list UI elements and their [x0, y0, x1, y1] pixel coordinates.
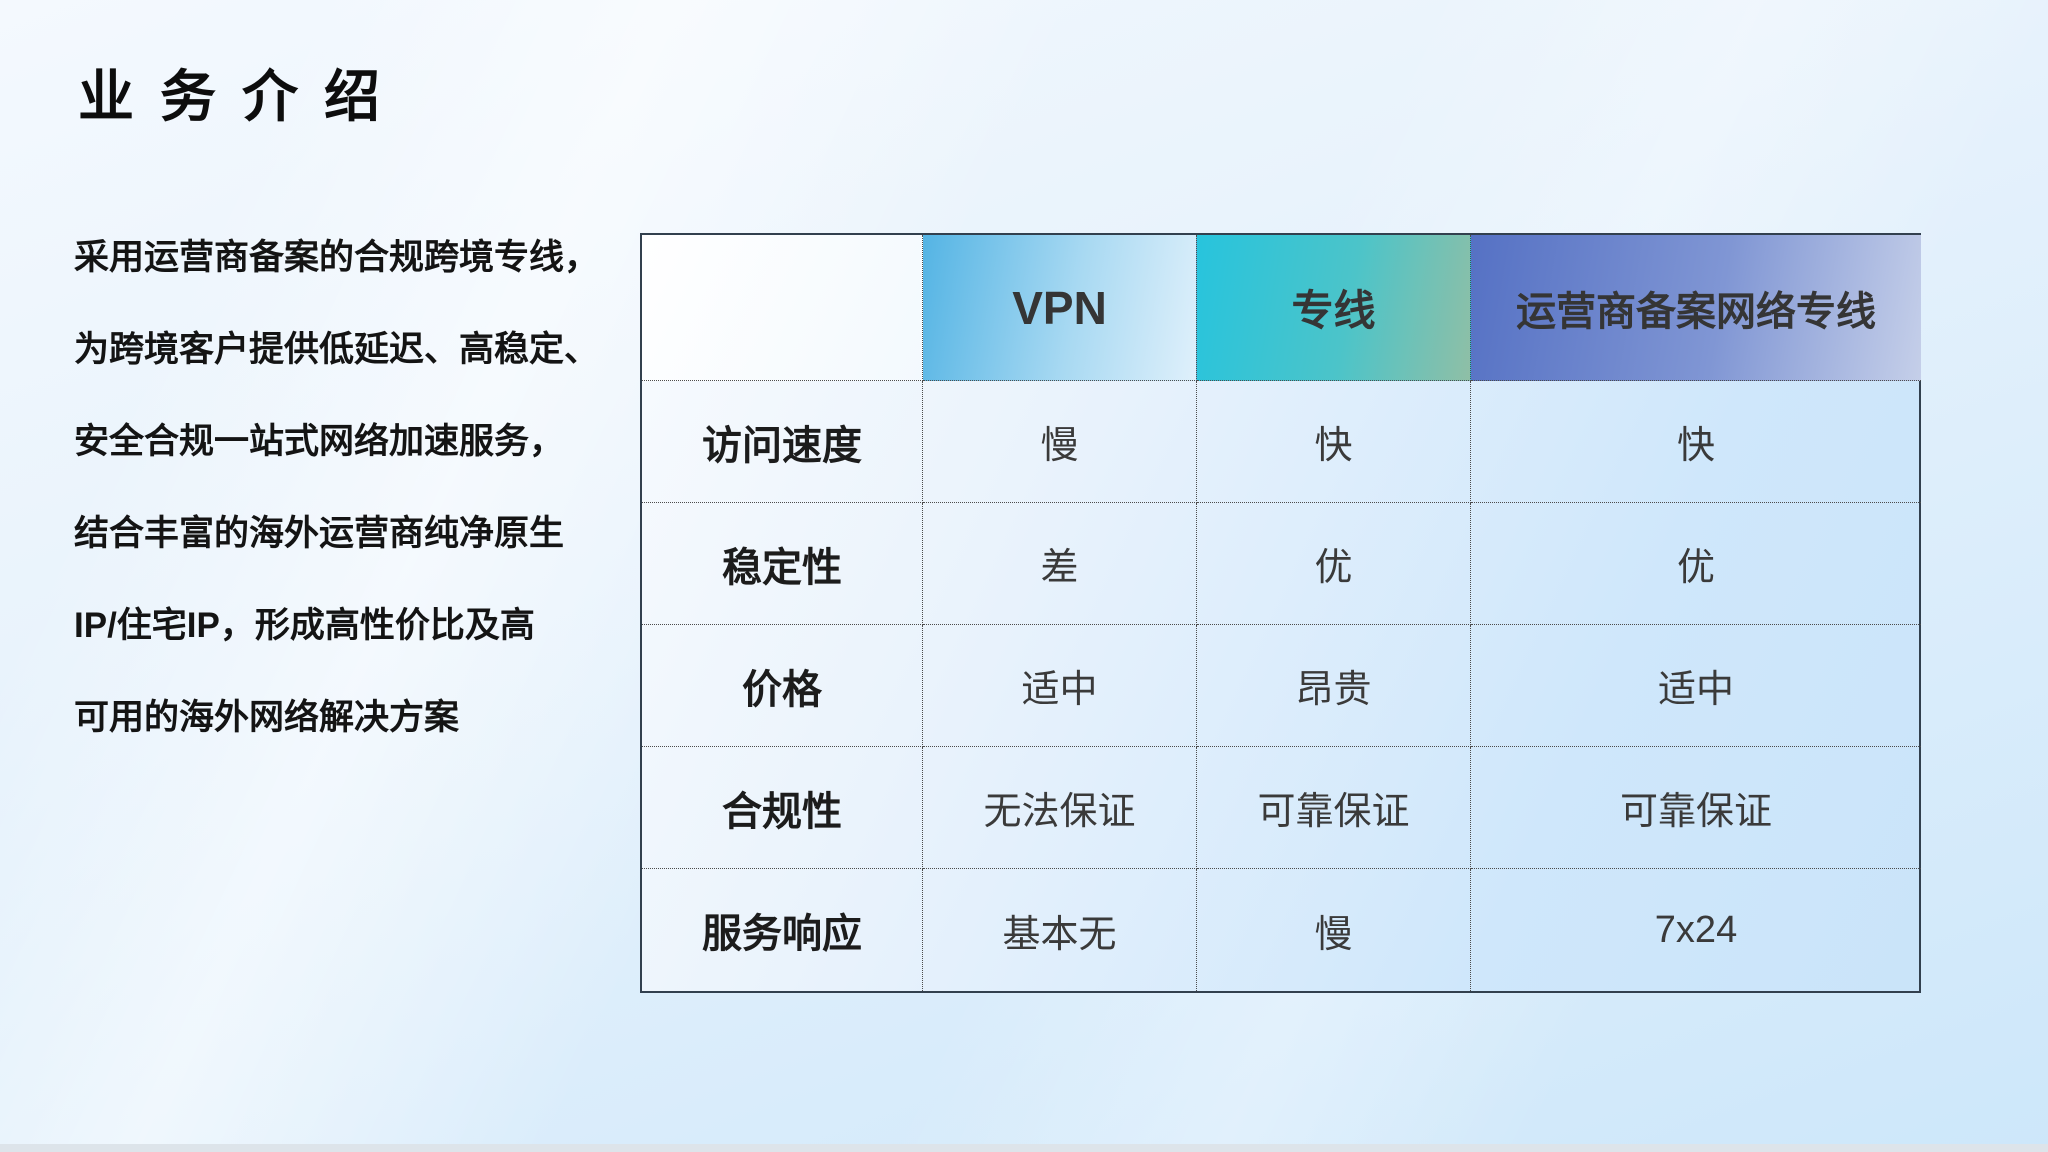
header-cell-blank	[642, 235, 923, 381]
page-title: 业务介绍	[78, 65, 406, 128]
table-cell: 适中	[923, 625, 1197, 747]
table-cell: 慢	[923, 381, 1197, 503]
table-cell: 无法保证	[923, 747, 1197, 869]
header-cell-carrier-registered-line: 运营商备案网络专线	[1471, 235, 1921, 381]
intro-line: 结合丰富的海外运营商纯净原生	[74, 514, 565, 553]
table-cell: 优	[1197, 503, 1471, 625]
table-cell: 差	[923, 503, 1197, 625]
intro-line: 可用的海外网络解决方案	[74, 698, 460, 737]
table-cell: 慢	[1197, 869, 1471, 991]
row-label-stability: 稳定性	[642, 503, 923, 625]
intro-line: 安全合规一站式网络加速服务，	[74, 422, 565, 461]
row-label-access-speed: 访问速度	[642, 381, 923, 503]
table-cell: 基本无	[923, 869, 1197, 991]
row-label-service-response: 服务响应	[642, 869, 923, 991]
table-cell: 适中	[1471, 625, 1921, 747]
intro-paragraph: 采用运营商备案的合规跨境专线， 为跨境客户提供低延迟、高稳定、 安全合规一站式网…	[74, 212, 649, 764]
comparison-table: VPN 专线 运营商备案网络专线 访问速度 慢 快 快 稳定性 差 优 优 价格…	[640, 233, 1921, 993]
table-cell: 7x24	[1654, 908, 1738, 951]
table-cell: 快	[1471, 381, 1921, 503]
bottom-edge-strip	[0, 1144, 2048, 1152]
intro-line: 为跨境客户提供低延迟、高稳定、	[74, 330, 600, 369]
table-cell: 可靠保证	[1197, 747, 1471, 869]
table-cell: 昂贵	[1197, 625, 1471, 747]
table-cell: 快	[1197, 381, 1471, 503]
header-cell-dedicated-line: 专线	[1197, 235, 1471, 381]
table-cell: 优	[1471, 503, 1921, 625]
header-cell-vpn: VPN	[923, 235, 1197, 381]
row-label-compliance: 合规性	[642, 747, 923, 869]
row-label-price: 价格	[642, 625, 923, 747]
table-cell: 可靠保证	[1471, 747, 1921, 869]
intro-line: IP/住宅IP，形成高性价比及高	[74, 606, 535, 645]
intro-line: 采用运营商备案的合规跨境专线，	[74, 238, 600, 277]
